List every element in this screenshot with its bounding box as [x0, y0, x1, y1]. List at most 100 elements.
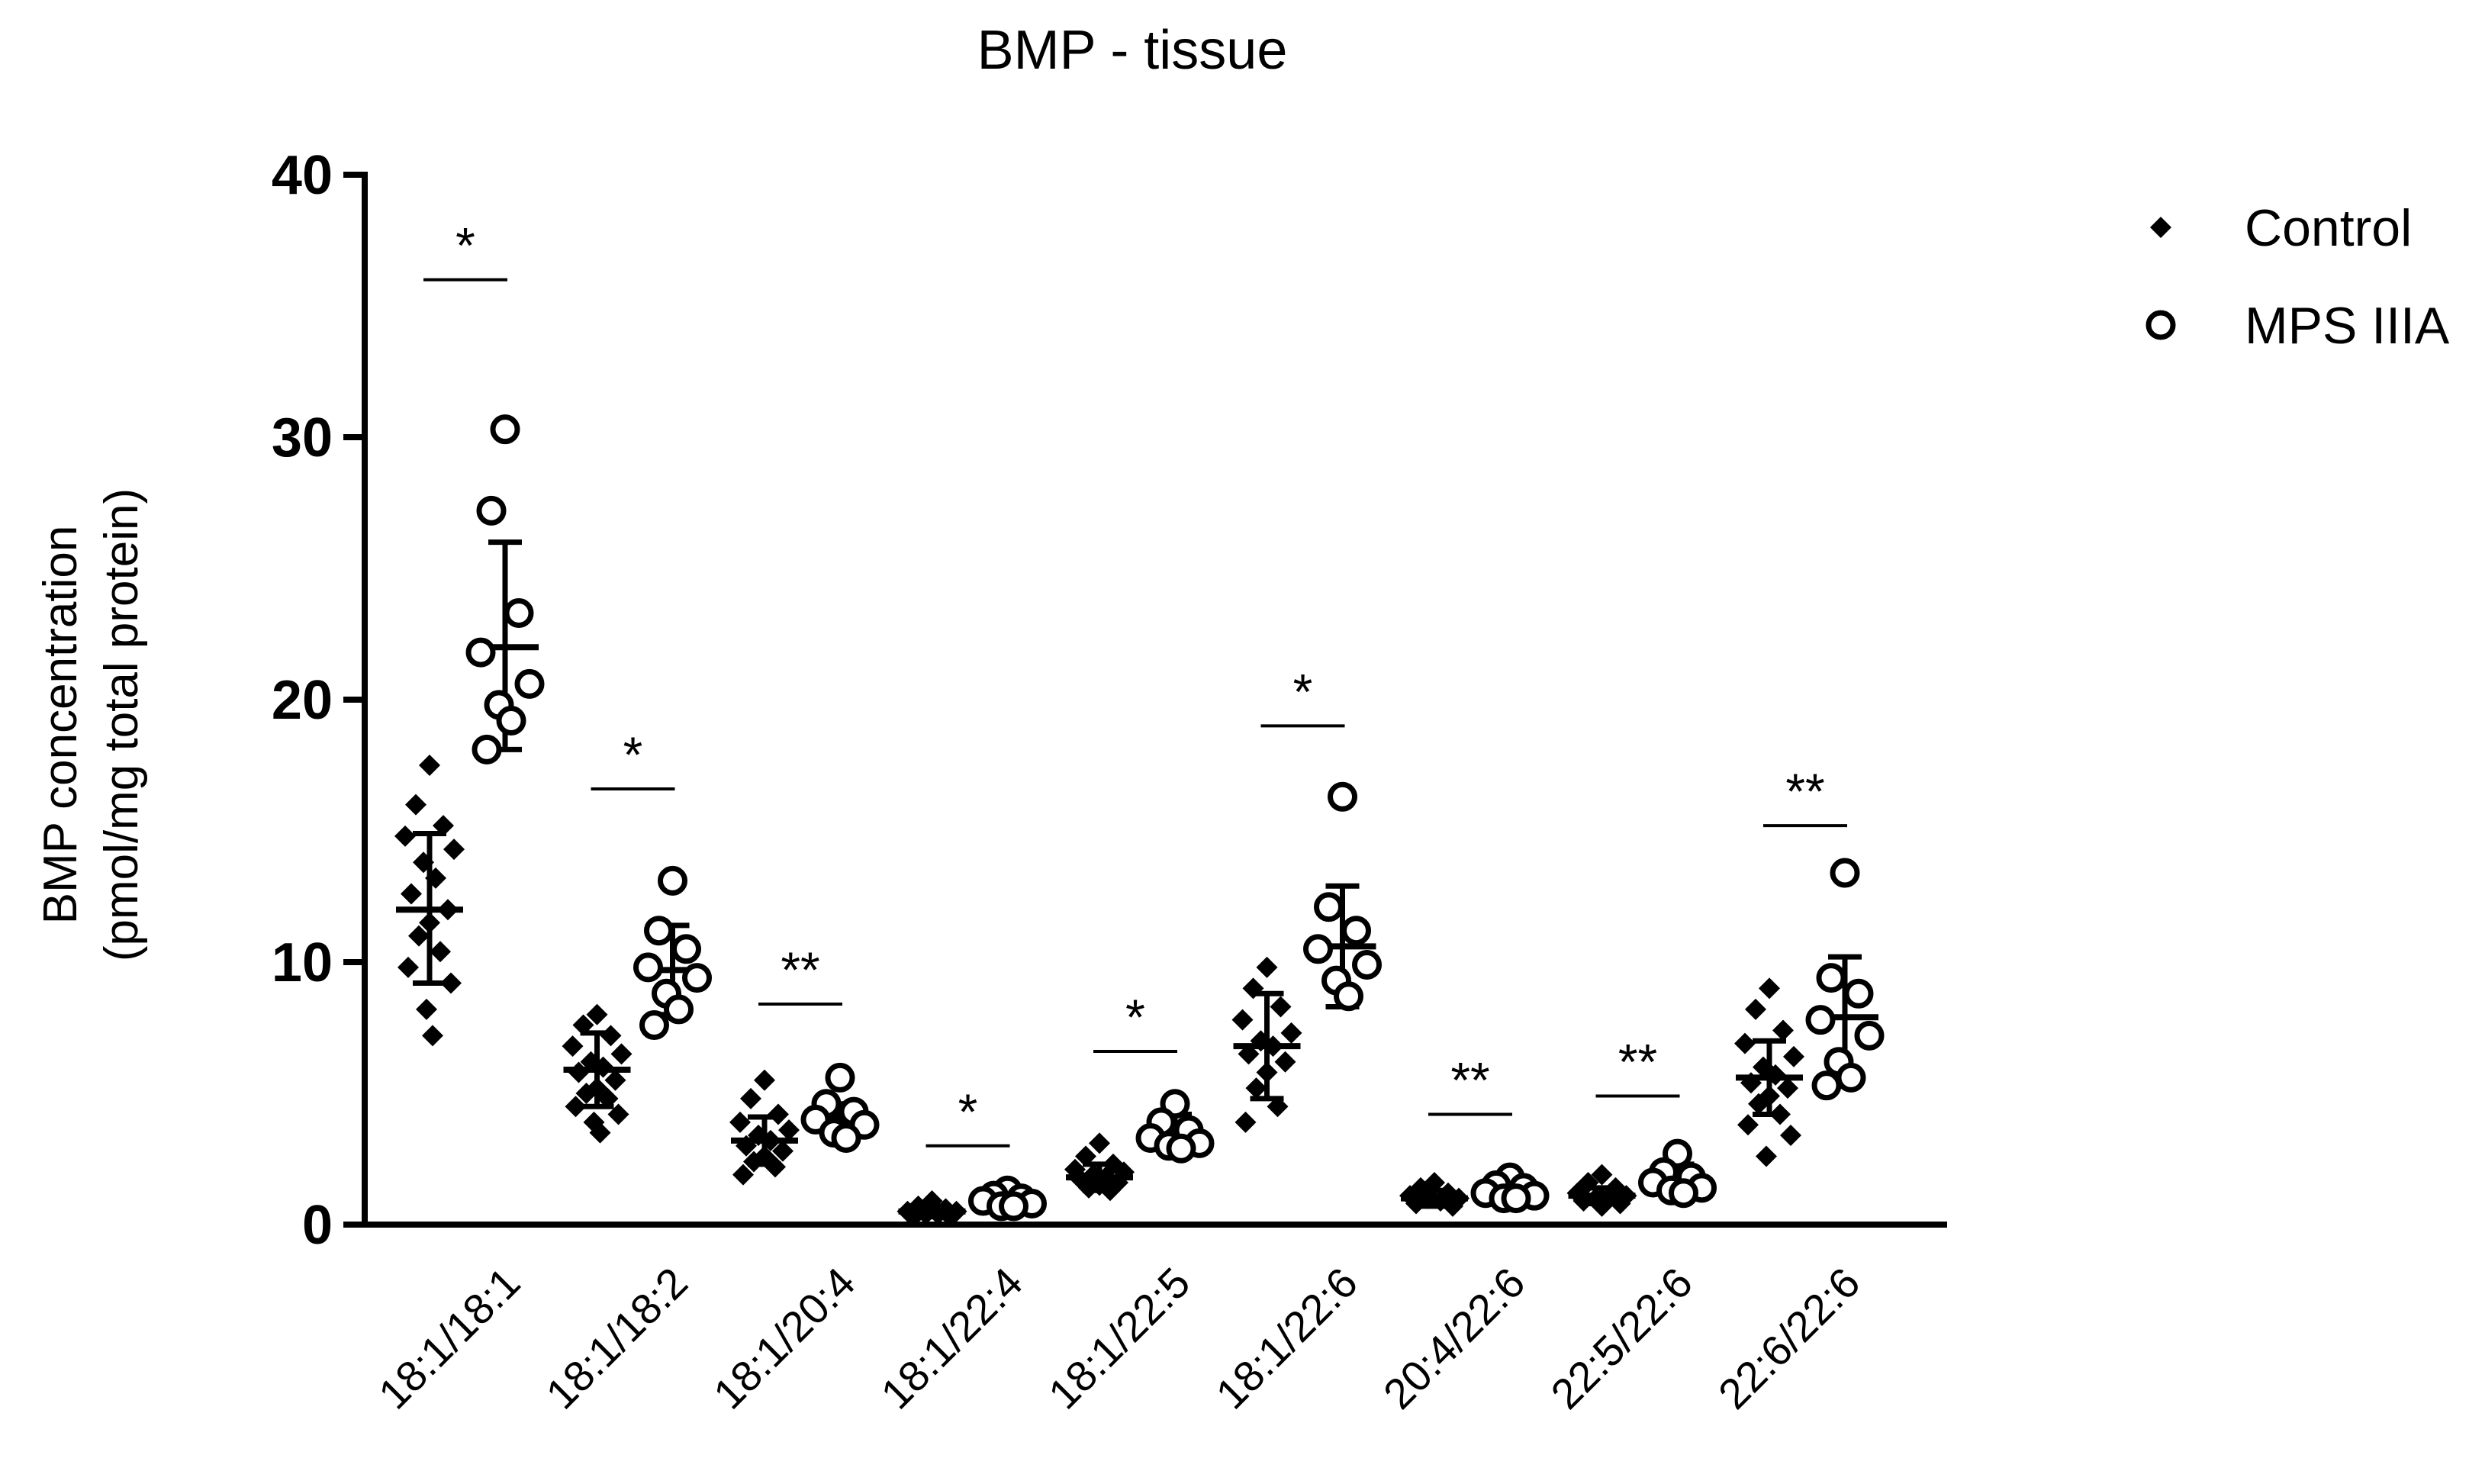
mps-iiia-point — [825, 1062, 855, 1093]
x-tick-label: 18:1/22:5 — [1039, 1258, 1199, 1418]
y-tick-label: 10 — [272, 932, 333, 993]
control-point — [732, 1164, 754, 1186]
significance-label: ** — [1450, 1052, 1489, 1109]
control-point — [1242, 977, 1264, 1000]
control-point — [568, 1061, 590, 1083]
control-point — [419, 912, 440, 934]
x-tick-label: 18:1/20:4 — [704, 1258, 864, 1418]
control-point — [1777, 1077, 1798, 1099]
y-axis-label-line-2: (pmol/mg total protein) — [95, 488, 148, 961]
control-point — [1769, 1103, 1791, 1125]
mps-iiia-point — [1352, 949, 1382, 980]
control-point — [408, 925, 430, 947]
mps-iiia-point — [1166, 1133, 1196, 1164]
control-point — [433, 815, 454, 837]
x-tick-label: 22:5/22:6 — [1541, 1258, 1701, 1418]
mps-iiia-point — [465, 637, 496, 668]
control-point — [743, 1151, 765, 1173]
control-point — [740, 1087, 761, 1109]
mps-iiia-point — [1805, 1005, 1836, 1035]
mps-iiia-point — [639, 1010, 669, 1041]
control-point — [1783, 1045, 1804, 1067]
legend-marker-control — [2150, 217, 2171, 238]
control-point — [394, 825, 416, 847]
control-point — [1772, 1019, 1794, 1041]
mps-iiia-point — [1341, 916, 1371, 946]
mps-iiia-point — [1334, 981, 1363, 1012]
control-point — [1591, 1195, 1613, 1217]
y-axis-label: BMP concentration (pmol/mg total protein… — [34, 488, 148, 961]
significance-label: * — [455, 217, 475, 274]
control-point — [416, 998, 437, 1020]
significance-label: ** — [781, 942, 819, 998]
mps-iiia-point — [1811, 1070, 1842, 1101]
mps-iiia-point — [1816, 963, 1846, 993]
control-point — [1405, 1193, 1427, 1215]
control-point — [586, 1003, 608, 1025]
control-point — [1075, 1145, 1096, 1167]
control-point — [768, 1103, 789, 1125]
mps-iiia-point — [1843, 978, 1874, 1009]
control-point — [437, 899, 459, 921]
control-point — [413, 851, 434, 874]
control-point — [422, 1025, 443, 1047]
control-point — [592, 1056, 614, 1078]
mps-iiia-point — [1303, 934, 1333, 964]
control-point — [729, 1111, 751, 1133]
x-tick-label: 18:1/18:2 — [536, 1258, 697, 1418]
control-point — [600, 1025, 622, 1047]
control-point — [1740, 1072, 1762, 1094]
y-tick-label: 20 — [272, 670, 333, 731]
x-tick-label: 18:1/22:6 — [1206, 1258, 1366, 1418]
x-tick-label: 22:6/22:6 — [1709, 1258, 1869, 1418]
control-point — [1089, 1132, 1110, 1154]
significance-label: * — [1293, 663, 1313, 719]
mps-iiia-point — [633, 952, 663, 983]
chart-title: BMP - tissue — [977, 20, 1288, 81]
control-point — [1280, 1022, 1302, 1044]
control-point — [765, 1156, 786, 1178]
significance-markers: ********* **** — [423, 217, 1847, 1148]
control-point — [1231, 1009, 1254, 1031]
mps-iiia-point — [999, 1191, 1028, 1222]
control-point — [440, 972, 462, 994]
control-point — [1572, 1190, 1595, 1212]
control-point — [1759, 977, 1780, 1000]
mps-iiia-point — [682, 963, 712, 993]
mps-iiia-point — [472, 734, 502, 765]
x-tick-label: 18:1/18:1 — [369, 1258, 530, 1418]
control-point — [1442, 1195, 1463, 1217]
legend: Control MPS IIIA — [2145, 199, 2450, 355]
control-point — [1245, 1077, 1267, 1099]
control-point — [405, 794, 427, 816]
control-point — [425, 867, 446, 889]
control-point — [443, 839, 465, 861]
control-point — [1256, 956, 1278, 978]
mps-iiia-point — [1854, 1020, 1885, 1051]
legend-marker-mps-iiia — [2145, 310, 2176, 340]
y-tick-label: 0 — [302, 1195, 333, 1256]
control-point — [778, 1119, 800, 1141]
legend-label: Control — [2245, 199, 2412, 257]
mps-iiia-point — [476, 495, 507, 526]
mps-iiia-point — [831, 1122, 861, 1153]
control-point — [597, 1087, 619, 1109]
control-point — [1256, 1061, 1278, 1083]
control-point — [1780, 1125, 1801, 1147]
control-point — [575, 1083, 597, 1104]
mps-iiia-point — [504, 597, 534, 628]
mps-iiia-point — [496, 706, 526, 736]
control-point — [1765, 1064, 1786, 1086]
control-point — [398, 956, 419, 978]
control-point — [1274, 1051, 1296, 1073]
control-point — [1234, 1111, 1257, 1133]
control-point — [607, 1103, 629, 1125]
control-point — [565, 1096, 587, 1118]
y-tick-label: 30 — [272, 407, 333, 468]
control-point — [1591, 1164, 1613, 1186]
control-point — [430, 941, 451, 963]
mps-iiia-point — [514, 668, 545, 699]
control-point — [939, 1206, 961, 1228]
control-point — [401, 883, 422, 905]
